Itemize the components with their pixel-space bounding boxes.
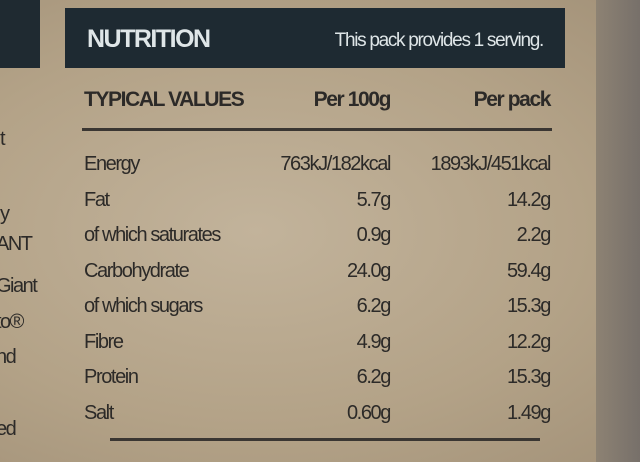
column-header: TYPICAL VALUES — [84, 88, 245, 111]
nutrient-name: of which saturates — [84, 224, 221, 246]
nutrient-name: Protein — [84, 366, 139, 388]
per-pack: 14.2g — [506, 188, 551, 211]
per-pack: 15.3g — [506, 366, 551, 388]
nutrient-name: Salt — [84, 401, 114, 424]
per-pack: 1.49g — [506, 401, 551, 424]
cut-text: Giant — [0, 275, 38, 297]
cut-text: to® — [0, 311, 24, 333]
per-pack: 12.2g — [506, 330, 551, 353]
cut-text: nd — [0, 346, 17, 368]
per-100g: 24.0g — [346, 259, 391, 282]
nutrient-name: Fat — [84, 188, 110, 211]
cut-text: ed — [0, 418, 17, 440]
per-100g: 6.2g — [356, 366, 392, 388]
per-pack: 1893kJ/451kcal — [430, 153, 552, 175]
per-100g: 5.7g — [356, 188, 392, 211]
rule — [110, 438, 540, 441]
column-header: Per pack — [473, 88, 552, 111]
nutrient-name: Energy — [84, 153, 140, 175]
column-header: Per 100g — [313, 88, 392, 111]
cut-text: t — [0, 128, 6, 150]
nutrient-name: Fibre — [84, 330, 124, 353]
per-pack: 15.3g — [506, 295, 551, 317]
per-100g: 0.60g — [346, 401, 391, 424]
per-100g: 763kJ/182kcal — [280, 153, 391, 175]
header-bar: NUTRITION This pack provides 1 serving. — [65, 8, 565, 68]
per-pack: 59.4g — [506, 259, 551, 282]
per-100g: 0.9g — [356, 224, 392, 246]
shadow-edge — [596, 0, 640, 462]
title: NUTRITION — [87, 25, 211, 53]
nutrient-name: of which sugars — [84, 295, 203, 317]
cut-text: y — [0, 203, 10, 225]
per-100g: 6.2g — [356, 295, 392, 317]
serving-note: This pack provides 1 serving. — [334, 30, 545, 51]
per-pack: 2.2g — [516, 224, 552, 246]
nutrient-name: Carbohydrate — [84, 259, 190, 282]
per-100g: 4.9g — [356, 330, 392, 353]
cut-text: ANT — [0, 233, 33, 255]
rule — [82, 128, 552, 131]
left-panel — [0, 0, 40, 68]
